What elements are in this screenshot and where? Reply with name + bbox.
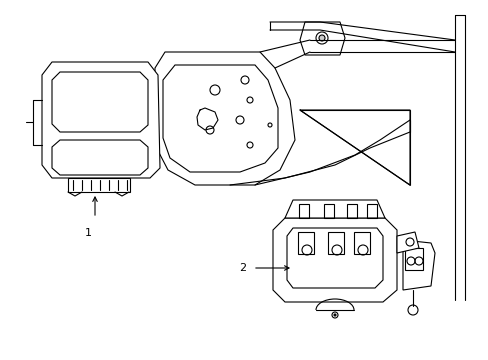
Text: 1: 1	[84, 228, 91, 238]
Polygon shape	[402, 240, 434, 290]
Bar	[346, 204, 356, 218]
Polygon shape	[155, 52, 294, 185]
Circle shape	[318, 35, 325, 41]
Polygon shape	[396, 232, 418, 253]
Polygon shape	[68, 178, 130, 192]
Polygon shape	[52, 140, 148, 175]
Bar	[297, 232, 313, 254]
Bar	[327, 232, 343, 254]
Polygon shape	[285, 200, 384, 218]
Polygon shape	[163, 65, 278, 172]
Polygon shape	[272, 218, 396, 302]
Bar	[404, 248, 422, 270]
Circle shape	[333, 314, 335, 316]
Polygon shape	[52, 72, 148, 132]
Bar	[366, 204, 376, 218]
Bar	[324, 204, 333, 218]
Bar	[298, 204, 308, 218]
Polygon shape	[286, 228, 382, 288]
Text: 2: 2	[239, 263, 246, 273]
Bar	[353, 232, 369, 254]
Polygon shape	[42, 62, 160, 178]
Polygon shape	[299, 22, 345, 55]
Polygon shape	[299, 110, 409, 185]
